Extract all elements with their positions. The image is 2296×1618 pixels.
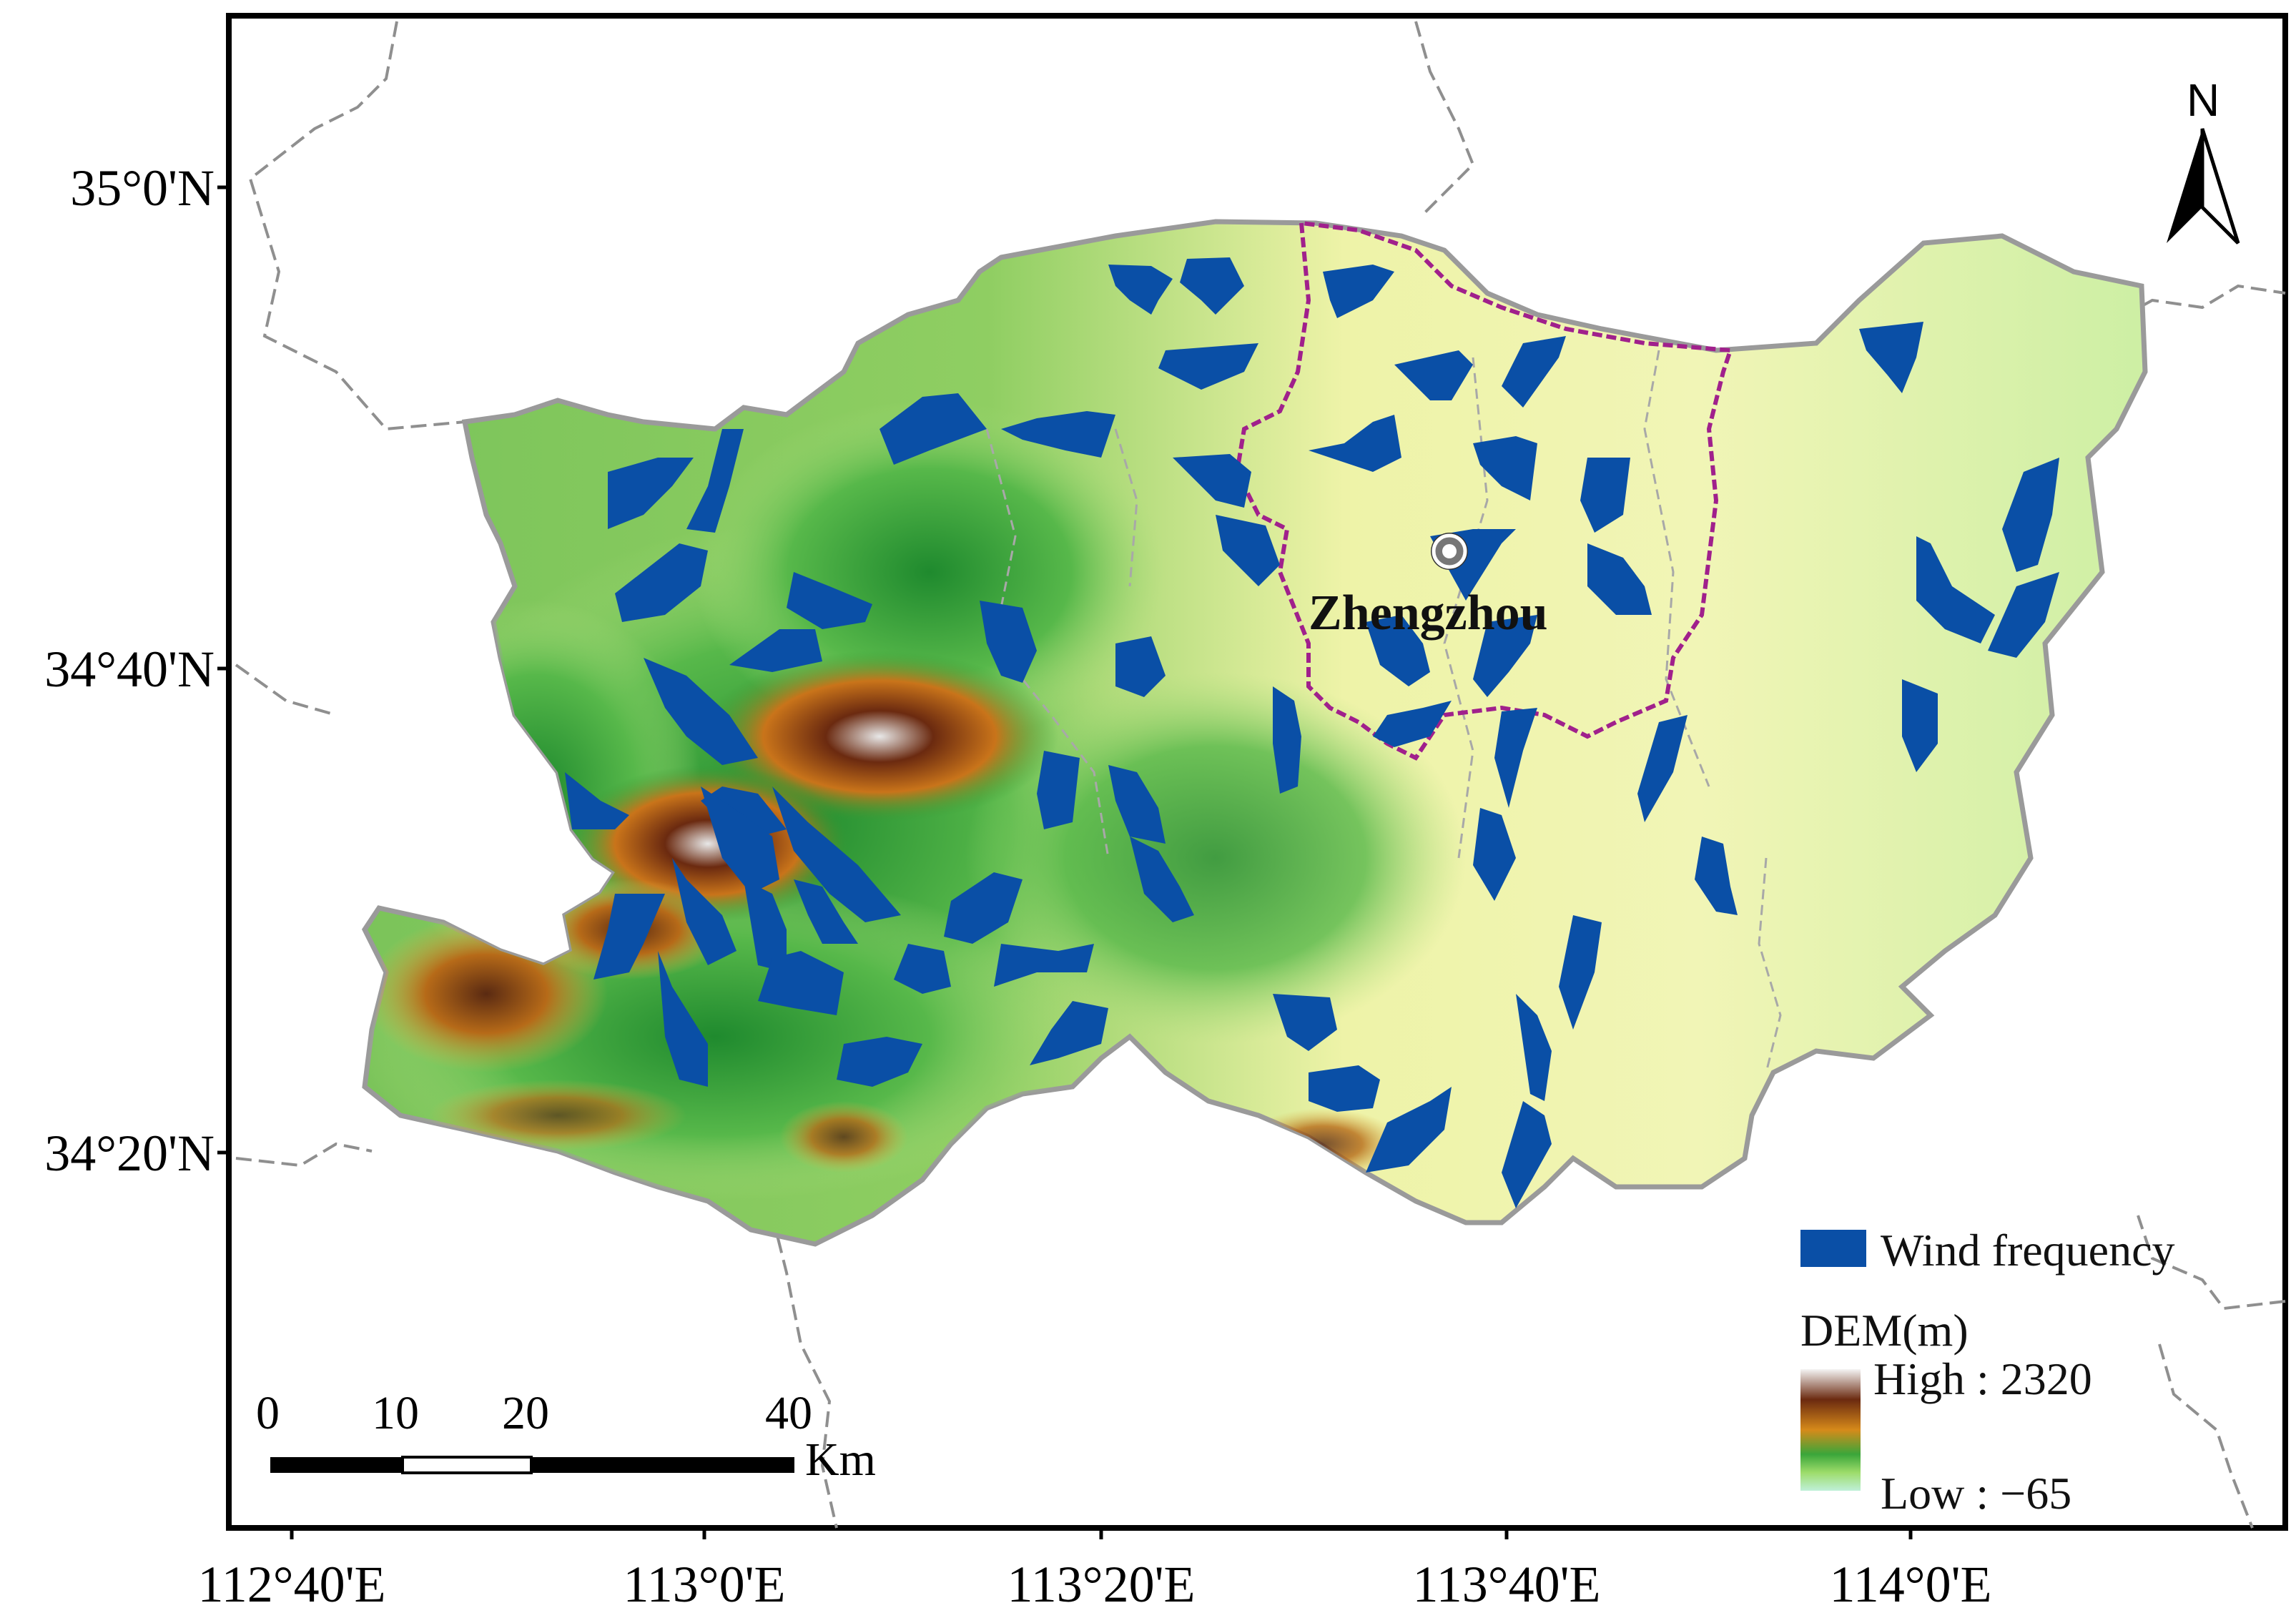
lon-label-112-40: 112°40'E <box>197 1556 385 1613</box>
wind-rose-13 <box>1173 454 1251 508</box>
wind-rose-28 <box>729 629 822 672</box>
wind-rose-38 <box>701 786 787 837</box>
wind-rose-36 <box>1108 765 1166 844</box>
wind-rose-54 <box>1516 994 1552 1101</box>
wind-rose-46 <box>744 879 787 972</box>
wind-rose-41 <box>772 786 901 922</box>
wind-rose-23 <box>787 572 872 629</box>
wind-rose-11 <box>1580 458 1630 533</box>
wind-rose-31 <box>1273 686 1301 794</box>
lon-axis <box>290 1528 1913 1539</box>
wind-rose-50 <box>894 944 951 994</box>
wind-rose-3 <box>1323 265 1394 318</box>
wind-rose-59 <box>1366 1087 1452 1173</box>
scale-unit: Km <box>805 1434 876 1486</box>
urban-district-boundary <box>1234 220 1734 761</box>
wind-rose-39 <box>1473 808 1516 901</box>
wind-rose-7 <box>880 393 987 465</box>
scale-tick-10: 10 <box>372 1387 419 1439</box>
wind-rose-34 <box>1637 715 1687 822</box>
wind-rose-16 <box>686 429 744 533</box>
lon-label-113-20: 113°20'E <box>1007 1556 1195 1613</box>
scale-tick-40: 40 <box>765 1387 812 1439</box>
lon-label-113-0: 113°0'E <box>623 1556 785 1613</box>
wind-rose-56 <box>658 951 708 1087</box>
lat-label-34-20: 34°20'N <box>44 1125 215 1182</box>
wind-rose-8 <box>1001 411 1115 458</box>
wind-rose-42 <box>701 786 779 894</box>
lon-label-113-40: 113°40'E <box>1412 1556 1600 1613</box>
wind-legend-label: Wind frequency <box>1881 1225 2174 1276</box>
city-label: Zhengzhou <box>1309 586 1548 641</box>
lat-axis <box>217 185 229 1155</box>
wind-rose-19 <box>2002 458 2059 572</box>
wind-rose-24 <box>980 601 1037 683</box>
wind-rose-14 <box>1216 515 1280 586</box>
wind-rose-2 <box>1180 257 1244 315</box>
north-label: N <box>2187 74 2219 126</box>
wind-rose-18 <box>1587 543 1652 615</box>
scale-bar: 0 10 20 40 Km <box>256 1387 876 1486</box>
wind-rose-9 <box>1309 415 1401 472</box>
dem-high-label: High : 2320 <box>1873 1353 2092 1404</box>
wind-rose-30 <box>1902 679 1938 772</box>
wind-rose-15 <box>608 458 694 529</box>
lat-label-35-0: 35°0'N <box>70 159 215 217</box>
wind-rose-58 <box>1309 1065 1380 1112</box>
wind-rose-27 <box>1473 615 1537 697</box>
wind-legend-swatch <box>1800 1230 1866 1267</box>
scale-tick-20: 20 <box>502 1387 549 1439</box>
wind-rose-33 <box>1494 708 1537 808</box>
north-arrow: N <box>2167 74 2240 245</box>
lon-label-114-0: 114°0'E <box>1829 1556 1991 1613</box>
wind-rose-48 <box>593 894 665 980</box>
wind-rose-12 <box>1859 322 1923 393</box>
wind-rose-47 <box>794 879 858 944</box>
wind-rose-45 <box>672 858 736 965</box>
wind-rose-52 <box>758 951 844 1015</box>
wind-rose-49 <box>1559 915 1602 1030</box>
wind-rose-6 <box>1502 336 1566 408</box>
wind-rose-22 <box>615 543 708 622</box>
dem-legend-title: DEM(m) <box>1800 1305 1969 1356</box>
scale-tick-0: 0 <box>256 1387 280 1439</box>
legend: Wind frequency DEM(m) High : 2320 Low : … <box>1800 1225 2174 1519</box>
wind-rose-44 <box>944 872 1023 944</box>
wind-rose-40 <box>1695 837 1738 915</box>
wind-rose-25 <box>1115 636 1166 697</box>
wind-rose-1 <box>1108 265 1173 315</box>
lat-label-34-40: 34°40'N <box>44 641 215 698</box>
wind-rose-21 <box>1988 572 2059 658</box>
wind-rose-4 <box>1158 343 1258 390</box>
wind-rose-26 <box>1366 615 1430 686</box>
wind-frequency-symbols <box>565 257 2059 1208</box>
wind-rose-35 <box>1037 751 1080 829</box>
wind-rose-20 <box>1916 536 1995 643</box>
wind-rose-60 <box>1502 1101 1552 1208</box>
wind-rose-55 <box>1030 1001 1108 1065</box>
dem-low-label: Low : −65 <box>1881 1468 2071 1519</box>
wind-rose-53 <box>1273 994 1337 1051</box>
wind-rose-5 <box>1394 350 1473 400</box>
wind-rose-37 <box>565 772 629 829</box>
wind-rose-51 <box>994 944 1094 987</box>
wind-rose-10 <box>1473 436 1537 500</box>
wind-rose-29 <box>644 658 758 765</box>
city-marker <box>1431 533 1468 570</box>
dem-color-ramp <box>1800 1369 1861 1491</box>
wind-rose-32 <box>1373 701 1452 747</box>
wind-rose-43 <box>1130 837 1194 922</box>
wind-rose-57 <box>837 1037 922 1087</box>
